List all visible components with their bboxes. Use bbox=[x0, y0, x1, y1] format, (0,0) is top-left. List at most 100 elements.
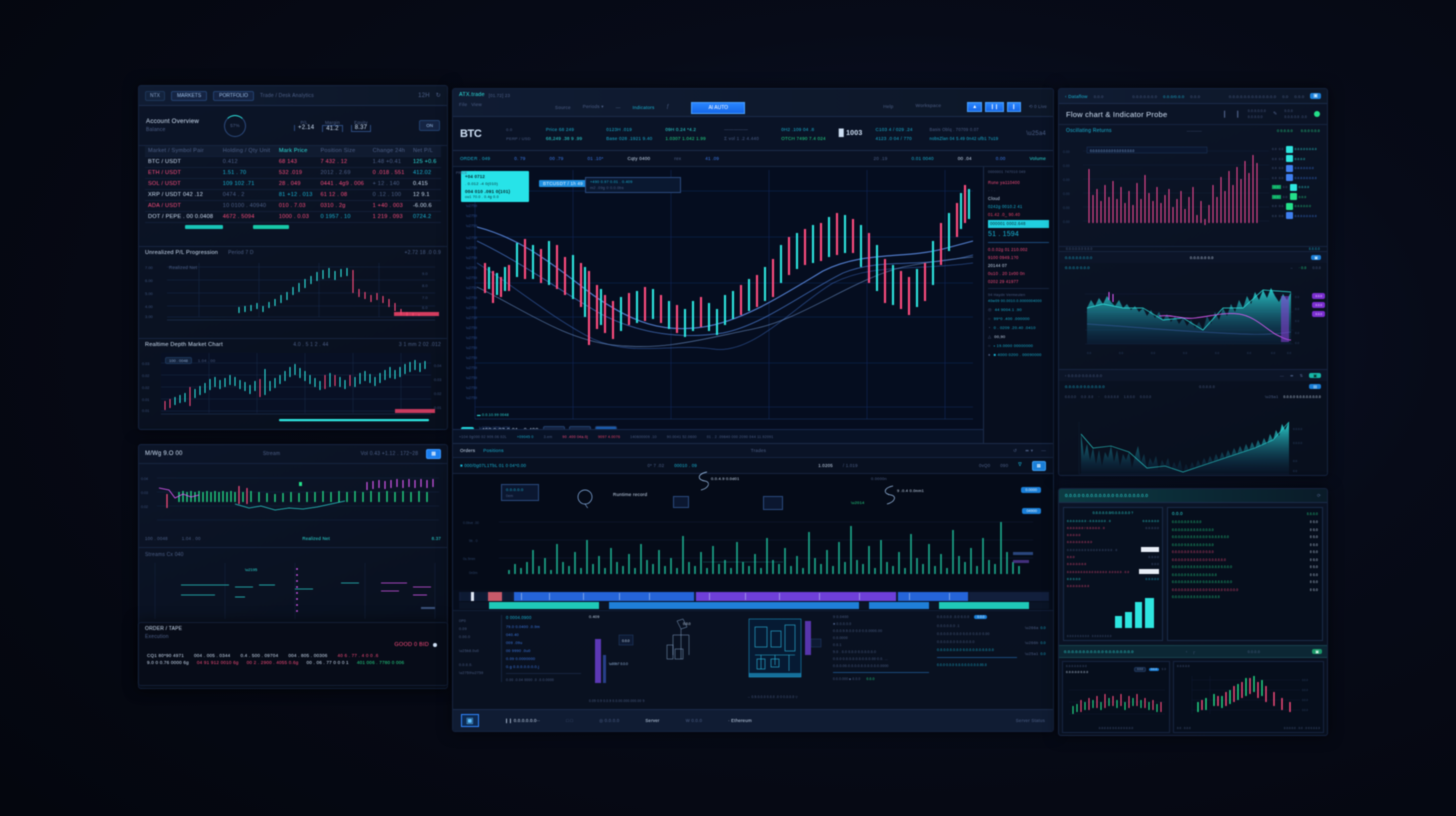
title-icon-2[interactable]: ❙ bbox=[1234, 111, 1241, 118]
orderbook-highlight-row[interactable]: 000001 0002.648 bbox=[988, 220, 1049, 228]
tab-trades[interactable]: Trades bbox=[750, 448, 767, 453]
card-row[interactable]: 0.0.0.0.0.0 / 0.0.0.0.0 . 0 0.0.0.0.0 bbox=[1067, 526, 1159, 530]
menu-file[interactable]: File bbox=[459, 102, 468, 107]
volume-tag-1[interactable]: 0.0000 bbox=[1021, 487, 1041, 493]
right-menu-3[interactable]: 0.0.0 bbox=[1190, 93, 1201, 99]
footer-good-bid[interactable]: GOOD 0 BID bbox=[139, 642, 447, 648]
menu-view[interactable]: View bbox=[471, 102, 482, 107]
status-logo-icon[interactable]: ▣ bbox=[461, 714, 479, 727]
right-topbar-badge[interactable]: ▣ bbox=[1310, 93, 1321, 99]
card-row-with-input[interactable]: 0.0.0.0.0.0.0.0.0.0 0.0.0.0.0 .0.0 0.0.0… bbox=[1067, 569, 1159, 574]
workspace-label[interactable]: Workspace bbox=[915, 104, 942, 109]
list-item[interactable]: 0.0.0.0.0 0.0.0.0.0.0.0.0.0.0 0 0.0 bbox=[1172, 572, 1318, 577]
timeline-segments[interactable] bbox=[459, 602, 1049, 609]
status-item-6[interactable]: · Ethereum bbox=[728, 718, 752, 723]
area2-icon-1[interactable]: — bbox=[1279, 373, 1285, 378]
volume-tag-2[interactable]: 04900 bbox=[1022, 508, 1041, 514]
list-item[interactable]: 0.0.0.0.0.0.0.0.0.0.0.0.0.0.0.0 bbox=[1172, 595, 1220, 599]
toolbar2-cqty[interactable]: Cqty 0400 bbox=[627, 156, 651, 161]
area2-badge-2[interactable]: ▤ bbox=[1309, 384, 1321, 389]
tab-positions[interactable]: Positions bbox=[483, 448, 504, 453]
card-right-badge[interactable]: 0.0.0.0 bbox=[1306, 511, 1318, 516]
toolbar2-i2[interactable]: 00 .79 bbox=[549, 156, 564, 161]
card-row[interactable]: 0.0.0.0.0.0.0.0 bbox=[1067, 584, 1090, 588]
area1-right-tags[interactable]: 0.0.0 0.0.0 0.0.0 bbox=[1312, 290, 1325, 320]
toolbar2-volume[interactable]: Volume bbox=[1029, 156, 1046, 161]
area2-tool-4[interactable]: 0.0.0.0.0 bbox=[1104, 394, 1119, 399]
left-nav-timeframe[interactable]: 12H bbox=[418, 92, 430, 99]
right-icon-1[interactable]: \u266a bbox=[1025, 625, 1039, 630]
left-nav-portfolio[interactable]: PORTFOLIO bbox=[213, 90, 254, 101]
table-row[interactable]: ETH / USDT 1.51 . 70 532 .019 2012 . 2.69 0 … bbox=[145, 167, 441, 179]
tab-expand-icon[interactable]: ⬌ ▾ bbox=[1025, 447, 1034, 453]
area2-tool-1[interactable]: 0.0.0.0 bbox=[1065, 394, 1077, 399]
status-item-3[interactable]: ◎ 0.0.0.0 bbox=[599, 717, 620, 723]
card-row-with-input[interactable]: 0.0.0.0.0.0.0 0.0.0.0 0.0.0 0.0 . 0 bbox=[1067, 547, 1159, 552]
edit-pen-icon[interactable]: ✎ bbox=[1273, 111, 1278, 117]
right-brand[interactable]: ‹ Dataflow bbox=[1065, 93, 1088, 99]
card-row[interactable]: 0.0.0.0.0 bbox=[1067, 533, 1081, 537]
center-toolbar2[interactable]: ORDER . 049 0. 79 00 .79 01 .10* Cqty 04… bbox=[453, 151, 1053, 167]
toolbar2-order[interactable]: ORDER . 049 bbox=[460, 156, 491, 161]
filter-badge[interactable]: ▦ bbox=[1031, 460, 1046, 471]
area2-tool-6[interactable]: 0.0.0.0 bbox=[1140, 394, 1152, 399]
ticker-badge[interactable]: ▦ bbox=[426, 449, 441, 459]
toolbar2-i6[interactable]: 0.01 0040 bbox=[911, 156, 934, 161]
bid-row[interactable]: 0202 29 41977 bbox=[988, 279, 1019, 285]
right-topbar[interactable]: ‹ Dataflow 0.0.0 0.0.0.0.0.0.0 0.0.0/0.0… bbox=[1059, 89, 1327, 104]
area2-tool-2[interactable]: 0.0 .0.0 bbox=[1081, 394, 1094, 399]
card-row[interactable]: 0.0.0.0.0.0.0.0.0 bbox=[1067, 540, 1093, 544]
layout-icon-2[interactable]: ❙❙ bbox=[985, 102, 1004, 112]
area1-tag-2[interactable]: 0.0.0 bbox=[1312, 302, 1325, 308]
chart2-tags[interactable]: 100 . 0048 1.04 . 00 bbox=[165, 357, 215, 364]
area2-toolbar[interactable]: 0.0.0.0 0.0 .0.0 · 0.0.0.0.0 1.0.0.0 0.0… bbox=[1059, 392, 1327, 401]
right-bottom-refresh-icon[interactable]: ⟳ bbox=[1316, 492, 1321, 498]
right-icon-2[interactable]: \u266b bbox=[1025, 640, 1039, 645]
card-input[interactable] bbox=[1141, 547, 1159, 552]
card-input-2[interactable] bbox=[1139, 569, 1159, 574]
detail-row[interactable]: △ 00,90 bbox=[988, 334, 1006, 340]
toolbar2-i4[interactable]: 41 .09 bbox=[705, 156, 720, 161]
tab-refresh-icon[interactable]: ↺ bbox=[1013, 447, 1018, 453]
refresh-icon[interactable]: ↻ bbox=[435, 93, 441, 99]
status-item-2[interactable]: □ □ bbox=[566, 718, 574, 723]
toolbar2-i1[interactable]: 0. 79 bbox=[514, 156, 526, 161]
bid-row[interactable]: 0.0.02g 01 210.002 bbox=[988, 247, 1028, 253]
center-filter-bar[interactable]: ■ 000/0g07L1TbL 01 0 04*0.00 0* 7 .02 00… bbox=[453, 458, 1053, 474]
timeline-canvas[interactable] bbox=[459, 592, 1049, 601]
list-item[interactable]: 0.0.0.0.0.0.0.0.0.0.0.0 0.0.0.0 0.0.0 0 0… bbox=[1172, 535, 1318, 539]
bid-row[interactable]: 20144 07 bbox=[988, 263, 1008, 269]
bid-row[interactable]: 9100 0949.1?0 bbox=[988, 255, 1019, 261]
area1-tag-3[interactable]: 0.0.0 bbox=[1312, 311, 1325, 317]
toolbar2-i5[interactable]: 20 .19 bbox=[873, 156, 888, 161]
left-nav-markets[interactable]: MARKETS bbox=[171, 90, 208, 101]
table-row[interactable]: BTC / USDT 0.412 68 143 7 432 . 12 1.48 +0.4… bbox=[145, 156, 441, 168]
bid-row[interactable]: 0u10 . 20 1v00 0n bbox=[988, 271, 1025, 277]
card-row[interactable]: 0.0.0 0.0.0.0 bbox=[1067, 555, 1159, 559]
table-row[interactable]: SOL / USDT 109 102 .71 28 . 049 0441 . 4g9 … bbox=[145, 178, 441, 190]
area2-icon-2[interactable]: ⬌ bbox=[1290, 373, 1294, 378]
layout-icon-3[interactable]: ❙ bbox=[1006, 102, 1021, 112]
detail-row[interactable]: ● ■ 4000 0200 . 00090000 bbox=[988, 352, 1042, 358]
toolbar2-i7[interactable]: 00 .04 bbox=[957, 156, 972, 161]
detail-row[interactable]: ○ • 19.0000 00000000 bbox=[988, 343, 1034, 349]
status-item-4[interactable]: Server bbox=[645, 718, 660, 723]
status-item-1[interactable]: ❙❙ 0.0.0.0.0.0·· bbox=[504, 717, 541, 723]
right-menu-2[interactable]: 0.0.0/0.0.0 bbox=[1163, 93, 1185, 99]
ask-row[interactable]: · · · bbox=[988, 188, 996, 193]
layout-icon-1[interactable]: ▲ bbox=[967, 102, 983, 112]
tool-source[interactable]: Source bbox=[555, 104, 571, 110]
area2-expand-icon[interactable]: \u25a1 bbox=[1264, 394, 1279, 399]
chart-symbol-badge[interactable]: BTCUSDT / 1h 49 bbox=[539, 180, 587, 187]
ask-row[interactable]: 0242g 0010.2 41 bbox=[988, 204, 1023, 209]
left-nav-trade-desk[interactable]: Trade / Desk Analytics bbox=[259, 92, 314, 99]
tool-periods[interactable]: Periods ▾ bbox=[582, 104, 604, 109]
area1-tag-1[interactable]: 0.0.0 bbox=[1312, 293, 1325, 299]
status-item-5[interactable]: W 0.0.0 bbox=[685, 718, 703, 723]
list-item[interactable]: 0.0.0.0.0 0.0.0.0.0.0.0 0.0.0.0.0.0 0 0.0 bbox=[1172, 557, 1318, 562]
sub-header-icon-1[interactable]: ‹ bbox=[1185, 649, 1188, 654]
sub-header-badge[interactable]: ▣ bbox=[1312, 649, 1322, 654]
tool-function-icon[interactable]: ƒ bbox=[666, 104, 670, 110]
toolbar2-i8[interactable]: 0.00 bbox=[995, 156, 1006, 161]
sub-header-icon-2[interactable]: ┌ bbox=[1192, 649, 1196, 654]
